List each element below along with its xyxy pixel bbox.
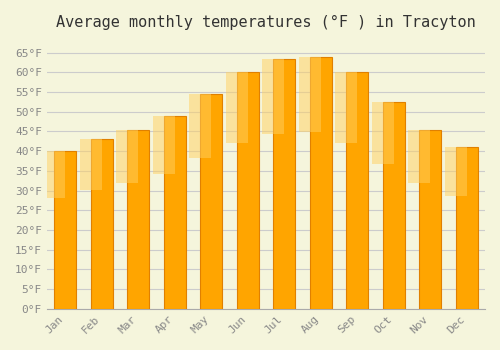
- Bar: [54, 151, 76, 309]
- Bar: [164, 116, 186, 309]
- Bar: [346, 72, 368, 309]
- Title: Average monthly temperatures (°F ) in Tracyton: Average monthly temperatures (°F ) in Tr…: [56, 15, 476, 30]
- Bar: [273, 59, 295, 309]
- Bar: [456, 147, 477, 309]
- Bar: [116, 130, 138, 183]
- Bar: [90, 139, 112, 309]
- Bar: [299, 57, 320, 132]
- Bar: [445, 147, 466, 196]
- Bar: [226, 72, 248, 143]
- Bar: [383, 102, 404, 309]
- Bar: [336, 72, 357, 143]
- Bar: [43, 151, 65, 198]
- Bar: [152, 116, 174, 174]
- Bar: [190, 94, 211, 159]
- Bar: [80, 139, 102, 190]
- Bar: [127, 130, 149, 309]
- Bar: [262, 59, 284, 134]
- Bar: [310, 57, 332, 309]
- Bar: [420, 130, 441, 309]
- Bar: [372, 102, 394, 164]
- Bar: [408, 130, 430, 183]
- Bar: [200, 94, 222, 309]
- Bar: [236, 72, 258, 309]
